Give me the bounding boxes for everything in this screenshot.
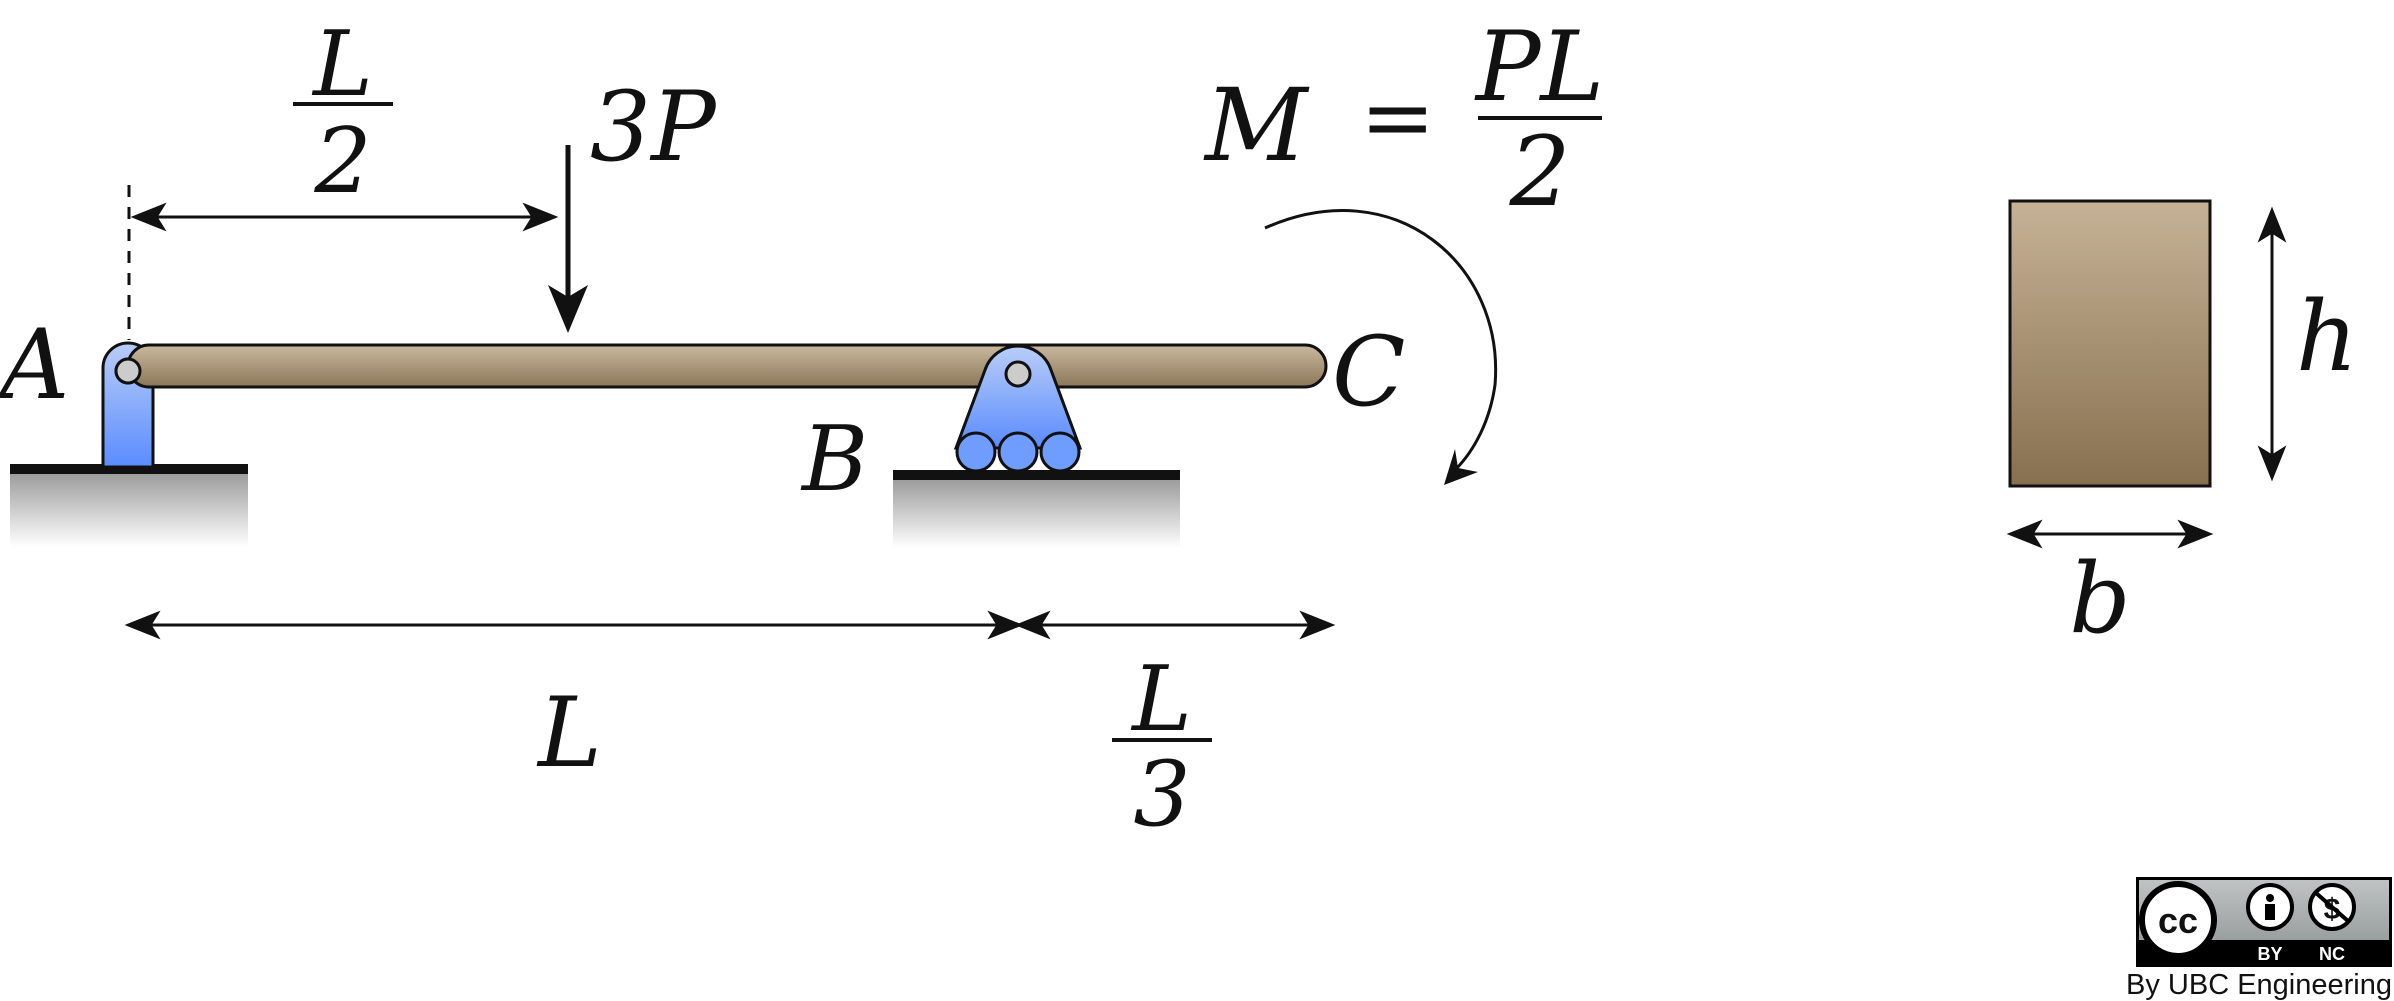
label-point-c: C [1332,316,1405,428]
pin-a [114,357,142,385]
label-section-height: h [2296,281,2358,393]
label-section-width: b [2069,543,2130,655]
ground-b [893,470,1180,548]
beam [126,343,1328,389]
label-overhang-numerator: L [1130,647,1192,752]
label-load: 3P [590,71,717,183]
nc-label: NC [2319,944,2345,964]
cross-section [2008,199,2212,488]
label-moment-denominator: 2 [1508,116,1570,228]
creative-commons-by-nc-icon: cc $ BY NC [2136,877,2392,967]
label-point-b: B [800,407,868,512]
roller-support-b [953,344,1083,473]
label-span-length: L [536,677,602,789]
label-overhang-denominator: 3 [1133,742,1190,847]
label-half-span-numerator: L [311,12,373,117]
ground-a [10,464,248,547]
label-half-span-denominator: 2 [313,109,371,214]
point-load-arrow [548,145,588,333]
credit-text: By UBC Engineering [2126,969,2392,1001]
label-moment-numerator: PL [1474,11,1604,123]
moment-arrow [1264,209,1498,485]
label-point-a: A [0,309,69,421]
label-equals: = [1360,65,1435,170]
cc-mark: cc [2158,900,2198,941]
by-label: BY [2257,944,2282,964]
label-moment-symbol: M [1203,67,1310,184]
